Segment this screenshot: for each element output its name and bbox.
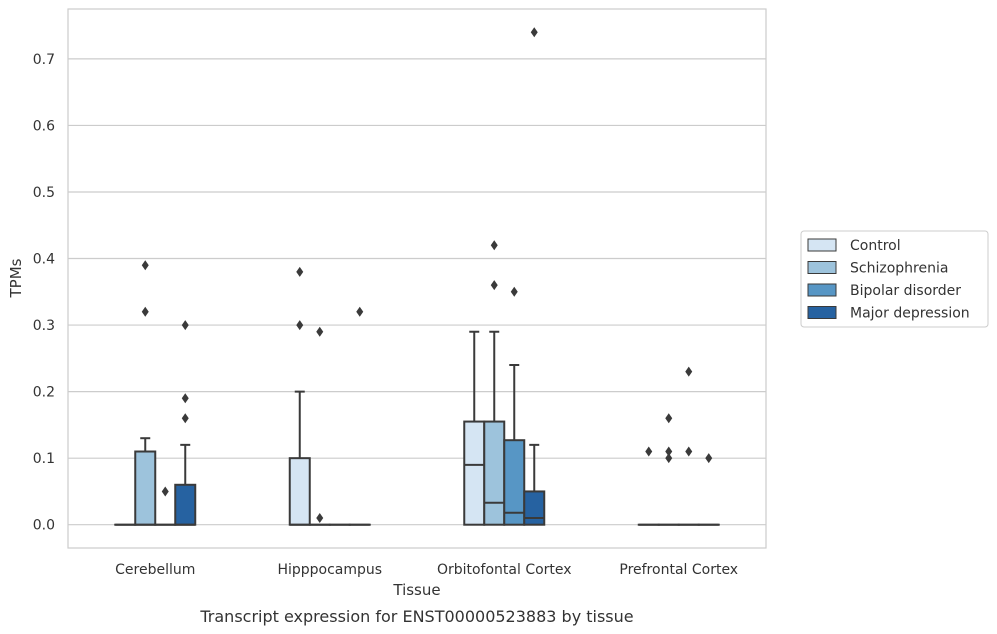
box-group bbox=[134, 260, 157, 526]
outlier-point bbox=[181, 320, 189, 331]
outlier-point bbox=[161, 486, 169, 497]
y-tick-label: 0.2 bbox=[33, 385, 55, 401]
y-tick-label: 0.1 bbox=[33, 451, 55, 467]
box-group bbox=[697, 453, 720, 526]
outlier-point bbox=[490, 240, 498, 251]
x-tick-label: Orbitofontal Cortex bbox=[437, 562, 572, 578]
y-tick-label: 0.7 bbox=[33, 52, 55, 68]
legend-swatch bbox=[807, 261, 837, 274]
outlier-point bbox=[685, 366, 693, 377]
outlier-point bbox=[296, 266, 304, 277]
plot-frame bbox=[67, 8, 767, 549]
x-tick-labels: Cerebellum Hipppocampus Orbitofontal Corte… bbox=[115, 562, 738, 578]
legend: Control Schizophrenia Bipolar disorder Majo… bbox=[800, 230, 989, 328]
outlier-point bbox=[530, 27, 538, 38]
chart-caption: Transcript expression for ENST0000052388… bbox=[199, 607, 633, 626]
outlier-point bbox=[685, 446, 693, 457]
box-group bbox=[677, 366, 700, 526]
legend-swatch bbox=[807, 283, 837, 297]
box-group bbox=[657, 413, 680, 526]
box-group bbox=[523, 27, 546, 526]
legend-label: Bipolar disorder bbox=[850, 283, 961, 299]
y-tick-labels: 0.0 0.1 0.2 0.3 0.4 0.5 0.6 0.7 bbox=[33, 52, 55, 534]
y-tick-label: 0.5 bbox=[33, 185, 55, 201]
box-group bbox=[174, 320, 197, 526]
x-axis-title: Tissue bbox=[392, 581, 440, 599]
box bbox=[288, 457, 311, 526]
legend-swatch bbox=[807, 238, 837, 252]
outlier-point bbox=[356, 306, 364, 317]
outlier-point bbox=[316, 513, 324, 524]
outlier-point bbox=[490, 280, 498, 291]
box-group bbox=[503, 286, 526, 526]
plot-area bbox=[68, 9, 766, 548]
outlier-point bbox=[665, 453, 673, 464]
box bbox=[523, 490, 546, 526]
outlier-point bbox=[296, 320, 304, 331]
x-tick-label: Hipppocampus bbox=[277, 562, 382, 578]
legend-swatch bbox=[807, 306, 837, 319]
legend-label: Schizophrenia bbox=[850, 261, 948, 277]
box-series bbox=[114, 27, 720, 526]
box bbox=[134, 450, 157, 526]
x-tick-label: Prefrontal Cortex bbox=[619, 562, 738, 578]
box bbox=[463, 420, 486, 526]
y-tick-label: 0.0 bbox=[33, 518, 55, 534]
outlier-point bbox=[645, 446, 653, 457]
box-group bbox=[288, 266, 311, 526]
outlier-point bbox=[665, 446, 673, 457]
outlier-point bbox=[181, 393, 189, 404]
outlier-point bbox=[705, 453, 713, 464]
box bbox=[174, 483, 197, 526]
x-tick-label: Cerebellum bbox=[115, 562, 195, 578]
y-tick-label: 0.3 bbox=[33, 318, 55, 334]
outlier-point bbox=[181, 413, 189, 424]
outlier-point bbox=[141, 306, 149, 317]
box-group bbox=[154, 486, 177, 526]
box bbox=[483, 420, 506, 526]
box-group bbox=[483, 240, 506, 526]
box bbox=[503, 439, 526, 526]
legend-frame bbox=[800, 230, 989, 328]
outlier-point bbox=[665, 413, 673, 424]
y-tick-label: 0.6 bbox=[33, 118, 55, 134]
outlier-point bbox=[316, 326, 324, 337]
y-tick-label: 0.4 bbox=[33, 252, 55, 268]
y-axis-title: TPMs bbox=[7, 258, 25, 298]
legend-label: Control bbox=[850, 238, 901, 254]
box-group bbox=[348, 306, 371, 526]
outlier-point bbox=[141, 260, 149, 271]
legend-label: Major depression bbox=[850, 306, 970, 322]
box-group bbox=[308, 326, 331, 526]
outlier-point bbox=[510, 286, 518, 297]
